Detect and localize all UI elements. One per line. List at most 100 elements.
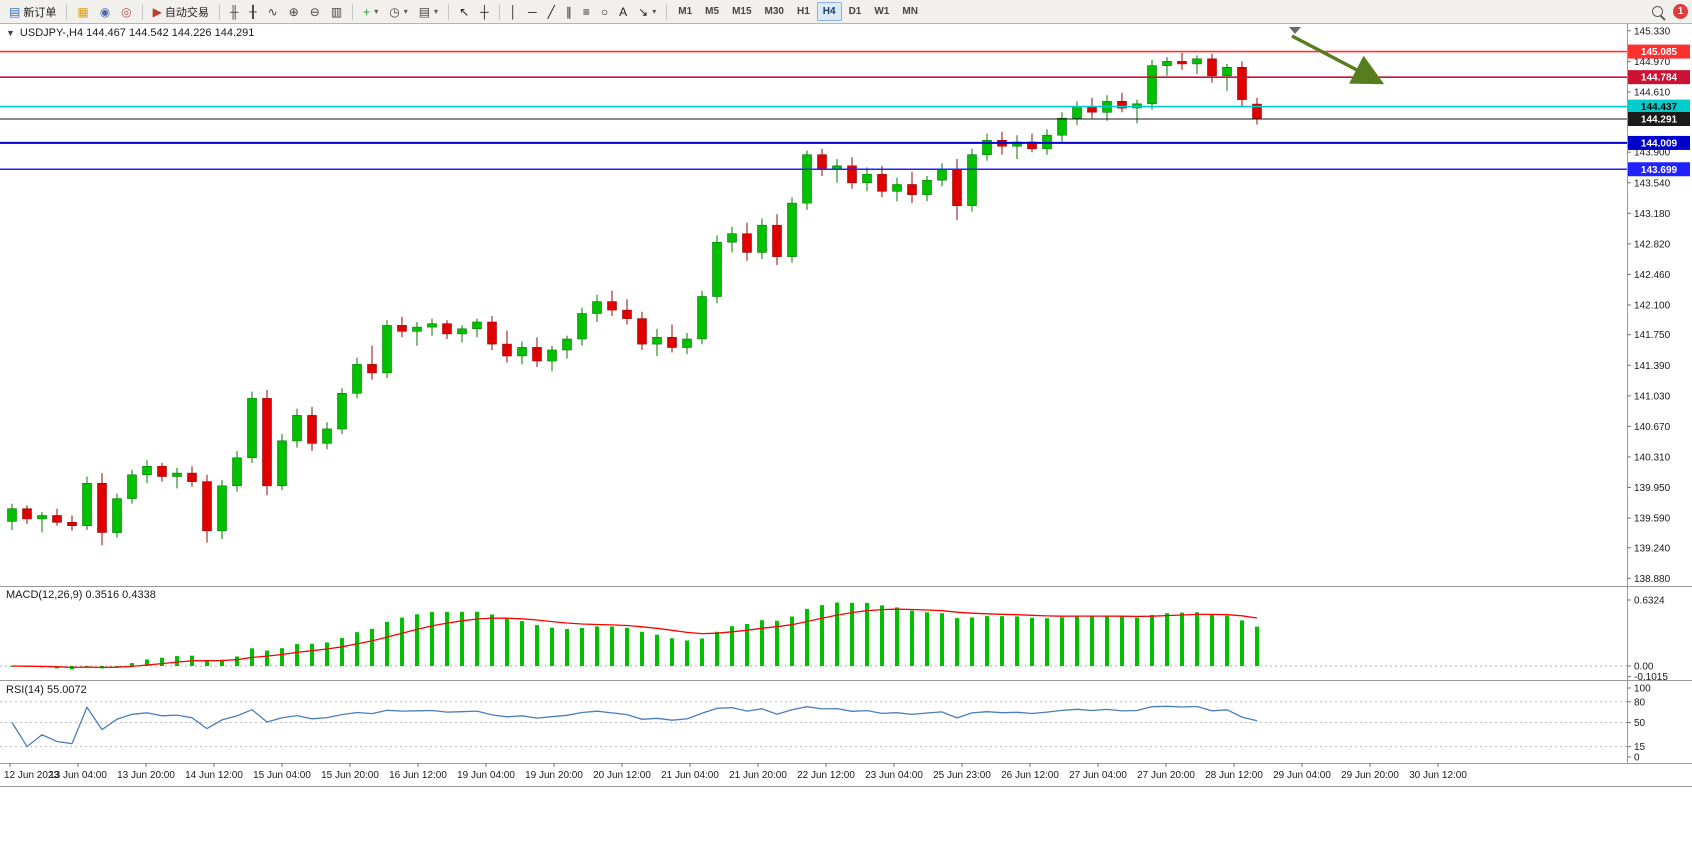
timeframe-m15-button[interactable]: M15 (732, 6, 752, 17)
price-axis-label: 142.100 (1634, 301, 1671, 312)
fibonacci-icon: ≡ (582, 4, 590, 19)
toolbar-separator (141, 3, 143, 20)
auto-trading-icon: ▶ (152, 4, 162, 19)
time-axis-label: 29 Jun 04:00 (1273, 770, 1331, 781)
toolbar-separator (66, 3, 68, 20)
price-axis-label: 140.670 (1634, 422, 1671, 433)
notification-badge[interactable]: 1 (1673, 4, 1688, 19)
price-axis-label: 141.030 (1634, 391, 1671, 402)
candlestick-icon: ╂ (249, 4, 257, 19)
price-tag-144.291 (1628, 111, 1690, 126)
candlesticks (7, 52, 1262, 546)
timeframe-h1-button[interactable]: H1 (796, 6, 810, 17)
chart-canvas[interactable]: 145.330144.970144.610144.250143.900143.5… (0, 24, 1692, 848)
channel-icon: ∥ (565, 4, 572, 19)
toolbar-separator (498, 3, 500, 20)
price-axis-label: 139.590 (1634, 514, 1671, 525)
macd-axis-label: -0.1015 (1634, 672, 1668, 683)
timeframe-d1-button[interactable]: D1 (848, 6, 862, 17)
trend-arrow-annotation[interactable] (1291, 34, 1385, 85)
price-tag-145.085 (1628, 44, 1690, 59)
timeframe-m5-button[interactable]: M5 (705, 6, 720, 17)
text-button[interactable]: A (614, 3, 632, 21)
timeframe-h4-button[interactable]: H4 (816, 2, 842, 21)
profile-icon: ◉ (99, 4, 111, 19)
macd-axis-label: 0.6324 (1634, 596, 1665, 607)
collapse-panel-icon[interactable]: ▼ (6, 28, 15, 38)
auto-trading-button[interactable]: ▶ 自动交易 (148, 1, 214, 23)
price-axis-label: 145.330 (1634, 26, 1671, 37)
time-axis-label: 27 Jun 04:00 (1069, 770, 1127, 781)
charts-button[interactable]: ▦ (72, 3, 93, 21)
crosshair-button[interactable]: ┼ (475, 3, 494, 21)
zoom-in-icon: ⊕ (288, 4, 299, 19)
tile-windows-button[interactable]: ▥ (326, 3, 347, 21)
timeframe-m30-button[interactable]: M30 (764, 6, 784, 17)
dropdown-caret-icon[interactable]: ▾ (434, 7, 439, 16)
trendline-icon: ╱ (547, 4, 555, 19)
channel-button[interactable]: ∥ (561, 3, 577, 21)
time-axis-label: 13 Jun 04:00 (49, 770, 107, 781)
tile-windows-icon: ▥ (330, 4, 343, 19)
toolbar: ▤ 新订单 ▦ ◉ ◎ ▶ 自动交易 ╫ ╂ ∿ ⊕ ⊖ ▥ + ▾ ◷ ▾ ▤ ▾ ↖ ┼ │ ─ ╱ ∥ ≡ ○ A ↘ ▾ M1 M5 M… (0, 0, 1692, 24)
price-axis-label: 142.460 (1634, 270, 1671, 281)
arrow-tool-icon: ↘ (638, 4, 649, 19)
time-axis-label: 19 Jun 20:00 (525, 770, 583, 781)
indicators-button[interactable]: + ▾ (358, 3, 383, 21)
price-axis-label: 143.180 (1634, 209, 1671, 220)
arrows-button[interactable]: ↘ ▾ (633, 3, 661, 21)
time-axis-label: 20 Jun 12:00 (593, 770, 651, 781)
chart-shift-marker-icon[interactable] (1289, 27, 1301, 34)
chart-window-icon: ▦ (77, 4, 89, 19)
template-icon: ▤ (418, 4, 431, 19)
timeframe-w1-button[interactable]: W1 (874, 6, 890, 17)
auto-trading-button-label: 自动交易 (164, 6, 209, 19)
time-axis-label: 14 Jun 12:00 (185, 770, 243, 781)
rsi-axis-label: 80 (1634, 697, 1646, 708)
timeframe-m1-button[interactable]: M1 (678, 6, 693, 17)
toolbar-separator (352, 3, 354, 20)
macd-histogram (10, 602, 1259, 670)
bar-chart-button[interactable]: ╫ (225, 3, 244, 21)
profile-button[interactable]: ◉ (95, 3, 115, 21)
price-tag-text: 143.699 (1641, 165, 1678, 176)
fibonacci-button[interactable]: ≡ (578, 3, 595, 21)
time-axis-label: 26 Jun 12:00 (1001, 770, 1059, 781)
horizontal-line-button[interactable]: ─ (523, 3, 542, 21)
zoom-out-button[interactable]: ⊖ (305, 3, 325, 21)
candlestick-chart-button[interactable]: ╂ (244, 3, 261, 21)
trendline-button[interactable]: ╱ (543, 3, 560, 21)
community-icon: ◎ (121, 4, 132, 19)
price-tag-text: 144.009 (1641, 138, 1678, 149)
time-axis-label: 30 Jun 12:00 (1409, 770, 1467, 781)
line-chart-button[interactable]: ∿ (263, 3, 283, 21)
toolbar-separator (448, 3, 450, 20)
time-axis-label: 15 Jun 04:00 (253, 770, 311, 781)
time-axis-label: 21 Jun 20:00 (729, 770, 787, 781)
line-chart-icon: ∿ (267, 4, 278, 19)
price-tag-text: 144.291 (1641, 114, 1678, 125)
zoom-in-button[interactable]: ⊕ (284, 3, 304, 21)
rsi-panel: 100 80 50 150 (0, 684, 1651, 764)
horizontal-line-icon: ─ (528, 4, 537, 19)
new-order-button[interactable]: ▤ 新订单 (4, 1, 61, 23)
dropdown-caret-icon[interactable]: ▾ (652, 7, 657, 16)
search-button[interactable] (1647, 3, 1668, 20)
shapes-button[interactable]: ○ (596, 3, 613, 21)
templates-button[interactable]: ▤ ▾ (414, 3, 443, 21)
cursor-button[interactable]: ↖ (454, 3, 474, 21)
search-icon (1652, 6, 1663, 17)
periods-button[interactable]: ◷ ▾ (384, 3, 413, 21)
dropdown-caret-icon[interactable]: ▾ (374, 7, 379, 16)
vertical-line-button[interactable]: │ (505, 3, 523, 21)
shapes-icon: ○ (600, 4, 609, 19)
time-axis-label: 28 Jun 12:00 (1205, 770, 1263, 781)
timeframe-mn-button[interactable]: MN (902, 6, 918, 17)
dropdown-caret-icon[interactable]: ▾ (403, 7, 408, 16)
vertical-line-icon: │ (509, 4, 518, 19)
price-axis-label: 143.900 (1634, 148, 1671, 159)
community-button[interactable]: ◎ (116, 3, 136, 21)
